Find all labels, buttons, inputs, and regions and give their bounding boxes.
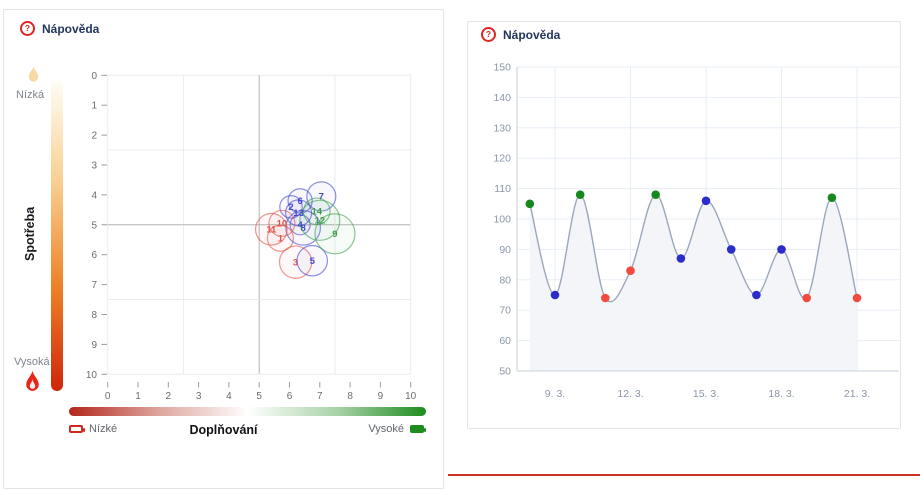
y-tick-label: 4 bbox=[91, 190, 97, 201]
data-point-19-3[interactable] bbox=[802, 293, 811, 303]
y-tick-label: 140 bbox=[493, 92, 511, 104]
y-tick-label: 0 bbox=[91, 71, 97, 82]
replenishment-high-label: Vysoké bbox=[368, 423, 404, 435]
y-tick-label: 80 bbox=[499, 274, 511, 286]
bubble-label: 14 bbox=[311, 207, 322, 218]
bubble-3[interactable]: 3 bbox=[278, 245, 313, 279]
x-tick-label: 3 bbox=[196, 391, 202, 402]
battery-full-icon bbox=[410, 425, 426, 433]
replenishment-low-label: Nízké bbox=[89, 423, 118, 435]
consumption-high-label: Vysoká bbox=[14, 356, 50, 368]
bubble-6[interactable]: 6 bbox=[287, 188, 313, 214]
flame-low-icon bbox=[28, 65, 39, 82]
help-icon: ? bbox=[481, 27, 496, 42]
data-point-15-3[interactable] bbox=[701, 196, 711, 206]
x-tick-label: 9 bbox=[378, 391, 384, 402]
bubble-label: 5 bbox=[310, 256, 316, 267]
y-tick-label: 3 bbox=[91, 161, 97, 172]
x-tick-label: 21. 3. bbox=[844, 388, 870, 400]
y-tick-label: 100 bbox=[493, 214, 511, 226]
bubble-7[interactable]: 7 bbox=[306, 181, 337, 212]
bubble-label: 9 bbox=[332, 229, 337, 240]
y-tick-label: 2 bbox=[91, 131, 97, 142]
x-tick-label: 8 bbox=[347, 391, 353, 402]
bubble-5[interactable]: 5 bbox=[296, 244, 329, 277]
x-tick-label: 1 bbox=[135, 391, 141, 402]
x-tick-label: 12. 3. bbox=[617, 388, 643, 400]
bubble-13[interactable]: 13 bbox=[284, 199, 313, 227]
x-tick-label: 10 bbox=[405, 391, 417, 402]
line-chart: 50 60 70 80 90 100 110 120 130 140 150 9. 3. 12. 3. 1… bbox=[493, 62, 899, 400]
help-label: Nápověda bbox=[503, 27, 561, 42]
y-tick-label: 50 bbox=[499, 366, 511, 378]
y-tick-label: 9 bbox=[91, 340, 97, 351]
x-tick-label: 15. 3. bbox=[693, 388, 719, 400]
x-tick-label: 18. 3. bbox=[768, 388, 794, 400]
y-tick-label: 90 bbox=[499, 244, 511, 256]
replenishment-gradient-bar bbox=[69, 407, 426, 416]
x-tick-label: 0 bbox=[105, 391, 111, 402]
line-chart-panel: ? Nápověda 50 60 70 80 90 100 110 120 130 140 150 9… bbox=[467, 21, 901, 429]
data-point-17-3[interactable] bbox=[752, 290, 761, 300]
data-point-13-3[interactable] bbox=[651, 190, 660, 199]
y-tick-label: 150 bbox=[493, 62, 511, 74]
help-link-right[interactable]: ? Nápověda bbox=[481, 27, 560, 42]
y-tick-label: 1 bbox=[91, 101, 97, 112]
y-tick-label: 6 bbox=[91, 250, 97, 261]
bubble-label: 12 bbox=[315, 216, 326, 227]
flame-high-icon bbox=[26, 369, 39, 391]
bubble-label: 8 bbox=[300, 223, 305, 234]
data-point-21-3[interactable] bbox=[852, 293, 862, 303]
y-tick-label: 5 bbox=[91, 220, 97, 231]
help-icon: ? bbox=[20, 21, 35, 36]
y-tick-label: 10 bbox=[86, 370, 98, 381]
data-point-12-3[interactable] bbox=[626, 266, 635, 275]
bubble-label: 2 bbox=[288, 202, 293, 213]
bubble-10[interactable]: 10 bbox=[268, 209, 296, 237]
x-tick-label: 4 bbox=[226, 391, 232, 402]
bubble-label: 11 bbox=[266, 224, 277, 235]
help-link-left[interactable]: ? Nápověda bbox=[20, 21, 99, 36]
data-point-18-3[interactable] bbox=[777, 245, 786, 254]
area-fill bbox=[529, 194, 857, 371]
x-tick-label: 7 bbox=[317, 391, 323, 402]
data-point-14-3[interactable] bbox=[676, 254, 686, 263]
bubble-11[interactable]: 11 bbox=[254, 212, 288, 246]
data-point-20-3[interactable] bbox=[827, 193, 837, 202]
help-label: Nápověda bbox=[42, 21, 100, 36]
bubble-label: 13 bbox=[293, 208, 304, 219]
replenishment-legend-row: Doplňování Nízké Vysoké bbox=[4, 423, 443, 441]
x-tick-label: 6 bbox=[287, 391, 293, 402]
cropped-red-element bbox=[448, 474, 920, 476]
replenishment-low-legend: Nízké bbox=[69, 423, 117, 435]
bubble-14[interactable]: 14 bbox=[302, 197, 331, 226]
bubble-label: 1 bbox=[278, 233, 284, 244]
replenishment-high-legend: Vysoké bbox=[368, 423, 426, 435]
data-point-10-3[interactable] bbox=[575, 190, 585, 199]
y-tick-label: 7 bbox=[91, 280, 97, 291]
data-point-16-3[interactable] bbox=[726, 245, 736, 254]
bubble-label: 3 bbox=[293, 257, 298, 268]
data-point-9-3[interactable] bbox=[550, 290, 560, 300]
battery-empty-icon bbox=[69, 425, 85, 433]
consumption-gradient-bar bbox=[51, 79, 63, 391]
bubble-label: 6 bbox=[297, 196, 302, 207]
x-tick-label: 9. 3. bbox=[545, 388, 565, 400]
x-tick-label: 2 bbox=[166, 391, 172, 402]
consumption-low-label: Nízká bbox=[16, 89, 45, 101]
y-tick-label: 60 bbox=[499, 335, 511, 347]
y-tick-label: 8 bbox=[91, 310, 97, 321]
data-point-8-3[interactable] bbox=[525, 199, 535, 209]
data-point-11-3[interactable] bbox=[601, 293, 610, 303]
bubble-label: 7 bbox=[319, 192, 324, 203]
y-tick-label: 70 bbox=[499, 305, 511, 317]
y-tick-label: 130 bbox=[493, 122, 511, 134]
replenishment-axis-title: Doplňování bbox=[189, 423, 258, 437]
y-tick-label: 110 bbox=[494, 183, 511, 195]
y-tick-label: 120 bbox=[493, 153, 511, 165]
x-tick-label: 5 bbox=[256, 391, 262, 402]
bubble-label: 10 bbox=[277, 219, 288, 230]
